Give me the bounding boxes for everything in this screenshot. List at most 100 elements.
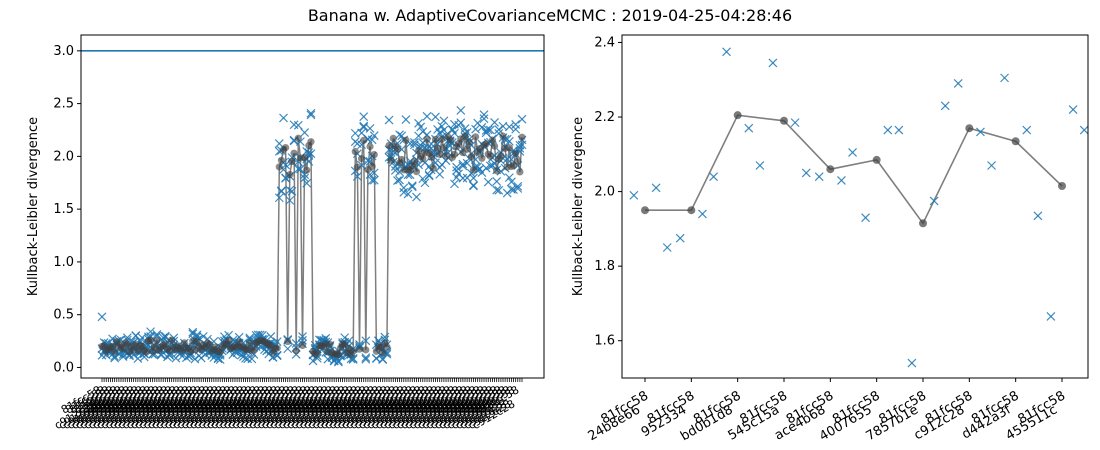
mean-point bbox=[292, 347, 300, 355]
run-marker bbox=[352, 171, 362, 181]
y-tick-label: 2.0 bbox=[53, 149, 74, 164]
marker-stroke bbox=[243, 354, 253, 364]
marker-stroke bbox=[629, 190, 639, 200]
marker-stroke bbox=[378, 355, 388, 364]
marker-stroke bbox=[293, 120, 303, 130]
marker-stroke bbox=[469, 180, 478, 190]
marker-stroke bbox=[790, 118, 800, 128]
marker-stroke bbox=[306, 149, 316, 159]
marker-stroke bbox=[517, 114, 527, 124]
run-marker bbox=[276, 186, 286, 196]
marker-stroke bbox=[131, 331, 141, 341]
run-marker bbox=[409, 137, 419, 147]
run-marker bbox=[894, 125, 904, 135]
mean-point bbox=[168, 336, 176, 344]
marker-stroke bbox=[837, 175, 846, 185]
marker-stroke bbox=[369, 131, 379, 141]
run-marker bbox=[272, 337, 282, 347]
marker-stroke bbox=[814, 172, 824, 182]
run-marker bbox=[274, 193, 284, 203]
marker-stroke bbox=[414, 118, 424, 128]
marker-stroke bbox=[447, 125, 457, 135]
run-marker bbox=[953, 79, 963, 88]
run-marker bbox=[131, 331, 141, 341]
marker-stroke bbox=[435, 169, 445, 179]
run-marker bbox=[431, 112, 440, 122]
marker-stroke bbox=[471, 124, 480, 134]
run-marker bbox=[755, 161, 765, 170]
run-marker bbox=[469, 173, 478, 183]
run-marker bbox=[450, 128, 459, 138]
mean-point bbox=[273, 344, 281, 352]
run-marker bbox=[378, 355, 388, 364]
mean-point bbox=[298, 341, 307, 350]
marker-stroke bbox=[188, 329, 198, 339]
mean-point bbox=[357, 155, 366, 163]
mean-point bbox=[514, 157, 522, 165]
y-tick-label: 0.0 bbox=[53, 360, 74, 375]
run-marker bbox=[481, 163, 491, 173]
run-marker bbox=[479, 114, 489, 124]
mean-point bbox=[385, 141, 393, 150]
marker-stroke bbox=[507, 155, 516, 165]
marker-stroke bbox=[504, 173, 514, 183]
run-marker bbox=[333, 357, 343, 367]
y-tick-label: 2.4 bbox=[594, 35, 615, 50]
run-marker bbox=[504, 173, 514, 183]
marker-stroke bbox=[490, 117, 499, 127]
run-marker bbox=[420, 178, 430, 188]
marker-stroke bbox=[369, 175, 379, 185]
mean-point bbox=[478, 154, 486, 162]
mean-point bbox=[438, 135, 446, 143]
run-marker bbox=[768, 58, 778, 68]
mean-point bbox=[301, 153, 309, 162]
mean-point bbox=[303, 166, 311, 174]
marker-stroke bbox=[295, 137, 305, 147]
run-marker bbox=[479, 110, 489, 120]
marker-stroke bbox=[407, 182, 417, 192]
marker-stroke bbox=[424, 171, 434, 181]
mean-point bbox=[389, 134, 397, 142]
mean-point bbox=[733, 111, 742, 120]
mean-point bbox=[288, 157, 296, 166]
marker-stroke bbox=[279, 165, 288, 175]
run-marker bbox=[515, 140, 525, 150]
marker-stroke bbox=[382, 349, 392, 359]
mean-point bbox=[353, 163, 361, 171]
mean-point bbox=[142, 348, 150, 356]
marker-stroke bbox=[1000, 73, 1009, 83]
mean-point bbox=[872, 155, 881, 164]
marker-stroke bbox=[513, 181, 523, 191]
marker-stroke bbox=[507, 185, 516, 194]
run-marker bbox=[492, 185, 502, 195]
marker-stroke bbox=[439, 125, 449, 135]
marker-stroke bbox=[272, 337, 282, 347]
marker-stroke bbox=[302, 178, 312, 188]
run-marker bbox=[198, 332, 208, 341]
run-marker bbox=[418, 127, 428, 137]
mean-point bbox=[433, 144, 442, 152]
marker-stroke bbox=[861, 213, 870, 223]
left-chart: 0.00.51.01.52.02.53.081fcc58c912c2881fcc… bbox=[26, 34, 545, 432]
run-marker bbox=[340, 333, 350, 343]
run-marker bbox=[359, 112, 369, 122]
marker-stroke bbox=[407, 181, 417, 191]
marker-stroke bbox=[475, 164, 485, 174]
run-marker bbox=[266, 332, 276, 341]
y-tick-label: 2.5 bbox=[53, 97, 74, 112]
marker-stroke bbox=[450, 179, 459, 189]
marker-stroke bbox=[504, 122, 514, 132]
mean-point bbox=[410, 157, 418, 166]
mean-point bbox=[275, 163, 283, 171]
run-marker bbox=[492, 177, 502, 186]
marker-stroke bbox=[894, 125, 904, 135]
run-marker bbox=[469, 180, 478, 190]
run-marker bbox=[133, 354, 143, 363]
marker-stroke bbox=[156, 349, 166, 359]
marker-stroke bbox=[374, 336, 383, 346]
marker-stroke bbox=[274, 139, 284, 148]
marker-stroke bbox=[515, 140, 525, 150]
mean-point bbox=[446, 136, 454, 144]
mean-point bbox=[398, 155, 406, 164]
run-marker bbox=[976, 127, 985, 137]
